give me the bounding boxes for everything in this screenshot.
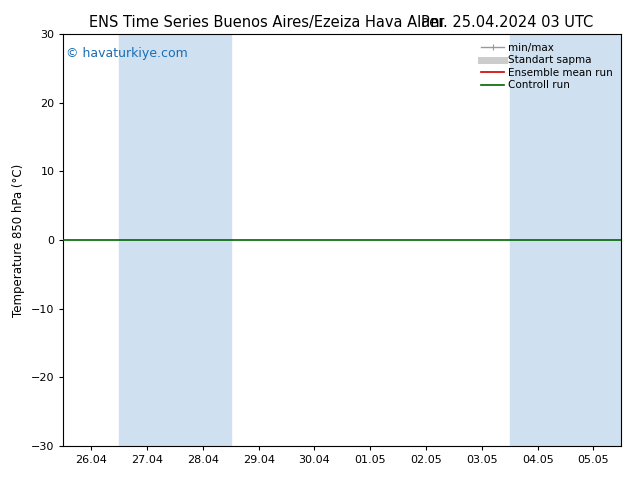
Text: ENS Time Series Buenos Aires/Ezeiza Hava Alanı: ENS Time Series Buenos Aires/Ezeiza Hava… bbox=[89, 15, 444, 30]
Bar bbox=[510, 34, 621, 446]
Bar bbox=[119, 34, 231, 446]
Text: © havaturkiye.com: © havaturkiye.com bbox=[66, 47, 188, 60]
Legend: min/max, Standart sapma, Ensemble mean run, Controll run: min/max, Standart sapma, Ensemble mean r… bbox=[478, 40, 616, 94]
Y-axis label: Temperature 850 hPa (°C): Temperature 850 hPa (°C) bbox=[12, 164, 25, 317]
Text: Per. 25.04.2024 03 UTC: Per. 25.04.2024 03 UTC bbox=[421, 15, 593, 30]
